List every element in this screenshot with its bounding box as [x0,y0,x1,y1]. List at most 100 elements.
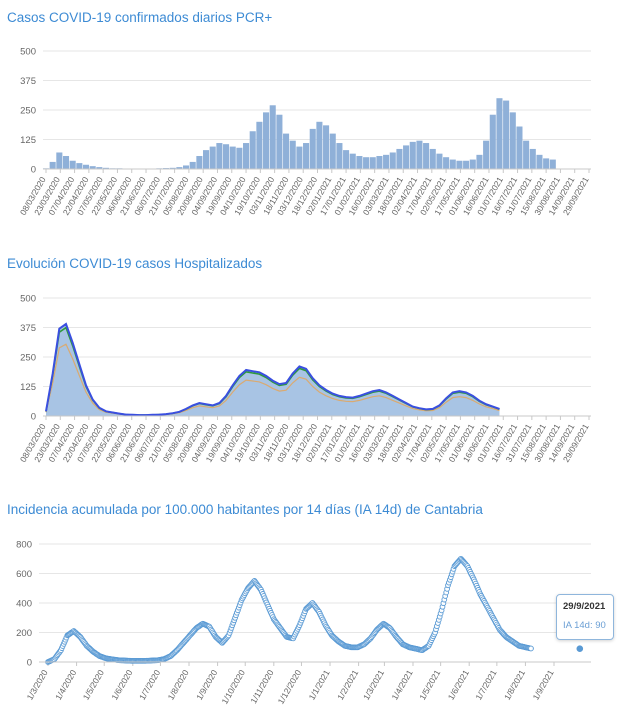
case-bar [216,143,223,169]
case-bar [549,159,556,169]
case-bar [276,114,283,169]
tooltip-date: 29/9/2021 [563,601,606,612]
tooltip-value: IA 14d: 90 [563,620,606,631]
incidence-tooltip: 29/9/2021 IA 14d: 90 [556,594,614,640]
case-bar [263,112,270,169]
case-bar [303,143,310,169]
case-bar [476,154,483,169]
case-bar [496,98,503,169]
case-bar [183,165,190,169]
case-bar [436,153,443,169]
case-bar [62,156,70,169]
case-bar [229,146,236,169]
case-bar [169,167,176,169]
case-bar [223,144,230,169]
hospital-chart-title: Evolución COVID-19 casos Hospitalizados [7,256,263,271]
case-bar [296,146,303,169]
x-tick-label: 1/2/2021 [335,668,360,702]
case-bar [76,163,83,169]
case-bar [289,140,296,169]
cases-chart-panel: Casos COVID-19 confirmados diarios PCR+ … [0,0,622,235]
y-tick-label: 375 [20,323,36,334]
case-bar [509,112,516,169]
y-tick-label: 125 [20,382,36,393]
x-tick-label: 1/4/2020 [53,668,78,702]
y-tick-label: 375 [20,76,36,87]
case-bar [529,148,536,169]
hospital-chart-panel: Evolución COVID-19 casos Hospitalizados … [0,248,622,488]
x-tick-label: 1/1/2021 [307,668,332,702]
y-tick-label: 0 [31,165,36,176]
case-bar [389,152,396,169]
case-bar [469,159,476,169]
case-bar [523,140,530,169]
incidence-point-highlighted [575,644,585,653]
incidence-chart-title: Incidencia acumulada por 100.000 habitan… [7,502,483,517]
y-tick-label: 500 [20,294,36,305]
case-bar [309,128,316,169]
y-tick-label: 600 [16,569,32,580]
case-bar [489,114,496,169]
case-bar [383,154,390,169]
cases-chart: 012525037550008/03/202023/03/202007/04/2… [18,47,591,217]
incidence-chart-panel: Incidencia acumulada por 100.000 habitan… [0,495,622,720]
y-tick-label: 0 [27,658,32,669]
y-tick-label: 0 [31,412,36,423]
case-bar [396,148,403,169]
case-bar [256,121,263,169]
case-bar [449,159,456,169]
x-tick-label: 1/6/2021 [446,668,471,702]
case-bar [429,148,436,169]
x-tick-label: 1/5/2020 [81,668,106,702]
x-tick-label: 1/10/2020 [219,668,247,706]
case-bar [423,143,430,169]
cases-chart-title: Casos COVID-19 confirmados diarios PCR+ [7,10,273,25]
y-tick-label: 800 [16,540,32,551]
case-bar [249,131,256,169]
case-bar [336,143,343,169]
case-bar [269,105,276,169]
case-bar [102,167,110,169]
case-bar [456,160,463,169]
y-tick-label: 400 [16,599,32,610]
case-bar [96,167,103,169]
case-bar [203,150,210,169]
x-tick-label: 1/5/2021 [417,668,442,702]
case-bar [376,156,383,169]
hospital-chart: 012525037550008/03/202023/03/202007/04/2… [18,294,591,464]
x-tick-label: 1/11/2020 [248,668,275,705]
x-tick-label: 1/4/2021 [390,668,415,702]
case-bar [443,157,450,169]
case-bar [209,146,216,169]
case-bar [409,141,416,169]
case-bar [89,166,96,169]
y-tick-label: 250 [20,106,36,117]
case-bar [343,150,350,169]
case-bar [483,140,490,169]
case-bar [543,158,550,169]
x-tick-label: 1/9/2020 [194,668,219,702]
case-bar [329,133,336,169]
x-tick-label: 1/8/2021 [502,668,527,702]
y-tick-label: 200 [16,628,32,639]
case-bar [536,154,543,169]
case-bar [316,121,323,169]
y-tick-label: 125 [20,135,36,146]
case-bar [363,157,370,169]
case-bar [416,140,423,169]
case-bar [49,161,56,169]
hospital-line-blue [45,322,500,417]
incidence-point [528,645,534,652]
x-tick-label: 1/3/2021 [361,668,386,702]
case-bar [463,160,470,169]
y-tick-label: 500 [20,47,36,58]
case-bar [283,133,290,169]
case-bar [236,147,243,169]
case-bar [176,167,183,169]
case-bar [503,100,510,169]
x-tick-label: 1/8/2020 [166,668,191,702]
x-tick-label: 1/7/2021 [473,668,498,702]
x-tick-label: 1/12/2020 [276,668,304,706]
case-bar [403,145,410,169]
